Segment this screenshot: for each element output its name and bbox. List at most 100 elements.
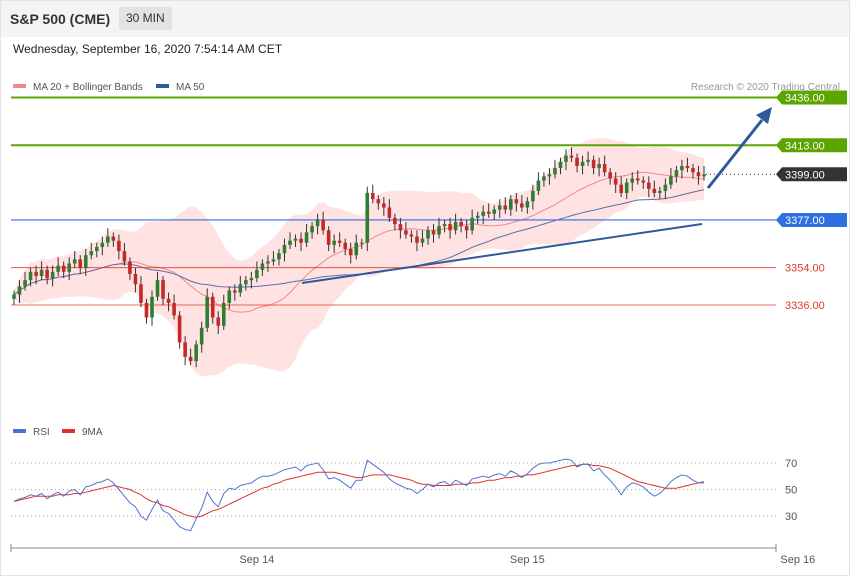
candle-body <box>564 155 568 162</box>
candle-body <box>459 222 463 227</box>
candle-body <box>354 242 359 256</box>
candle-body <box>172 302 176 316</box>
candle-body <box>696 172 701 177</box>
candle-body <box>28 271 33 281</box>
timestamp: Wednesday, September 16, 2020 7:54:14 AM… <box>13 42 283 56</box>
candle-body <box>310 226 314 233</box>
candle-body <box>492 209 497 214</box>
level-label: 3413.00 <box>785 140 825 152</box>
candle-body <box>481 211 485 216</box>
candle-body <box>288 240 292 245</box>
candle-body <box>161 280 165 299</box>
level-tag <box>776 138 847 153</box>
candle-body <box>326 230 331 245</box>
candle-body <box>514 199 519 204</box>
candle-body <box>155 280 160 297</box>
candle-body <box>128 261 132 274</box>
candle-body <box>23 280 27 287</box>
candle-body <box>304 232 309 243</box>
candle-body <box>575 157 579 166</box>
candle-body <box>415 236 419 243</box>
candle-body <box>453 222 458 231</box>
candle-body <box>183 342 187 357</box>
candle-body <box>558 161 563 169</box>
candle-body <box>39 269 44 276</box>
level-label: 3436.00 <box>785 93 825 105</box>
candle-body <box>497 205 502 210</box>
candle-body <box>299 238 303 243</box>
candle-body <box>376 199 381 204</box>
candle-body <box>602 163 607 173</box>
candle-body <box>194 344 198 362</box>
candle-body <box>536 180 541 191</box>
candle-body <box>591 159 596 169</box>
candle-body <box>117 240 121 252</box>
candle-body <box>337 240 342 243</box>
candle-body <box>509 199 513 210</box>
candle-body <box>83 255 88 268</box>
level-tag <box>776 212 847 227</box>
legend-label: MA 50 <box>176 82 205 93</box>
candle-body <box>216 317 221 326</box>
candle-body <box>144 302 149 318</box>
candle-body <box>624 182 629 193</box>
candle-body <box>542 176 546 181</box>
x-tick-label: Sep 15 <box>510 554 545 566</box>
candle-body <box>260 263 265 270</box>
candle-body <box>393 217 397 225</box>
trend-line <box>301 223 703 284</box>
candle-body <box>359 242 364 244</box>
candle-body <box>520 203 524 208</box>
level-tag <box>776 90 847 105</box>
level-label: 3377.00 <box>785 215 825 227</box>
candle-body <box>669 176 673 185</box>
candle-body <box>293 238 298 241</box>
candle-body <box>586 159 590 162</box>
candle-body <box>663 184 668 191</box>
candle-body <box>78 259 83 268</box>
candle-body <box>321 219 325 231</box>
candle-body <box>652 188 657 193</box>
candle-body <box>409 234 414 237</box>
candle-body <box>249 278 254 281</box>
candle-body <box>680 166 684 171</box>
legend-label: 9MA <box>82 427 103 438</box>
candle-body <box>50 271 55 279</box>
candle-body <box>647 182 651 189</box>
bollinger-band <box>14 138 704 377</box>
candle-body <box>553 168 557 175</box>
candle-body <box>641 180 646 183</box>
candle-body <box>382 203 386 208</box>
candle-body <box>34 271 38 276</box>
candle-body <box>271 259 276 262</box>
candle-body <box>365 192 370 243</box>
candle-body <box>67 263 71 272</box>
candle-body <box>95 246 99 252</box>
timeframe-badge[interactable]: 30 MIN <box>119 7 172 30</box>
candle-body <box>658 190 662 193</box>
candle-body <box>133 273 138 285</box>
legend-swatch <box>13 84 26 88</box>
candle-body <box>332 240 336 245</box>
candle-body <box>188 356 193 362</box>
candle-body <box>371 192 375 200</box>
candle-body <box>106 236 110 243</box>
candle-body <box>205 296 209 328</box>
candle-body <box>100 242 105 247</box>
candle-body <box>398 224 403 231</box>
legend-swatch <box>62 429 75 433</box>
candle-body <box>685 166 690 169</box>
candle-body <box>431 230 436 235</box>
candle-body <box>282 244 287 254</box>
instrument-title: S&P 500 (CME) <box>10 11 111 27</box>
rsi-line <box>13 458 705 532</box>
candle-body <box>613 178 618 185</box>
candle-body <box>166 298 171 303</box>
candle-body <box>233 290 237 293</box>
legend-label: MA 20 + Bollinger Bands <box>33 82 143 93</box>
candle-body <box>630 178 635 183</box>
candle-body <box>221 302 226 326</box>
candle-body <box>464 226 469 231</box>
rsi-tick-label: 50 <box>785 485 797 497</box>
